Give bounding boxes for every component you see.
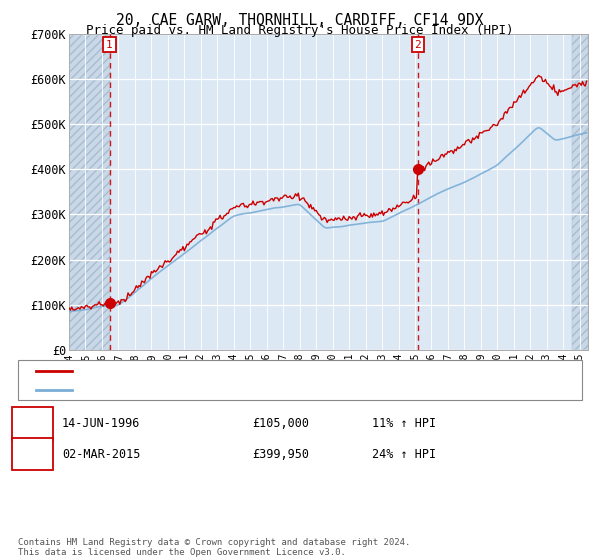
Text: 02-MAR-2015: 02-MAR-2015: [62, 447, 140, 461]
Text: Contains HM Land Registry data © Crown copyright and database right 2024.
This d: Contains HM Land Registry data © Crown c…: [18, 538, 410, 557]
Text: 24% ↑ HPI: 24% ↑ HPI: [372, 447, 436, 461]
Text: Price paid vs. HM Land Registry's House Price Index (HPI): Price paid vs. HM Land Registry's House …: [86, 24, 514, 37]
Text: 20, CAE GARW, THORNHILL, CARDIFF, CF14 9DX: 20, CAE GARW, THORNHILL, CARDIFF, CF14 9…: [116, 13, 484, 28]
Bar: [69, 34, 110, 350]
Text: 1: 1: [106, 40, 113, 50]
Text: 2: 2: [29, 447, 36, 461]
Bar: [572, 34, 588, 350]
Text: HPI: Average price, detached house, Cardiff: HPI: Average price, detached house, Card…: [81, 385, 371, 394]
Text: 14-JUN-1996: 14-JUN-1996: [62, 417, 140, 430]
Text: £399,950: £399,950: [252, 447, 309, 461]
Text: 2: 2: [415, 40, 421, 50]
Text: 11% ↑ HPI: 11% ↑ HPI: [372, 417, 436, 430]
Text: 1: 1: [29, 417, 36, 430]
Text: 20, CAE GARW, THORNHILL, CARDIFF, CF14 9DX (detached house): 20, CAE GARW, THORNHILL, CARDIFF, CF14 9…: [81, 366, 479, 376]
Text: £105,000: £105,000: [252, 417, 309, 430]
